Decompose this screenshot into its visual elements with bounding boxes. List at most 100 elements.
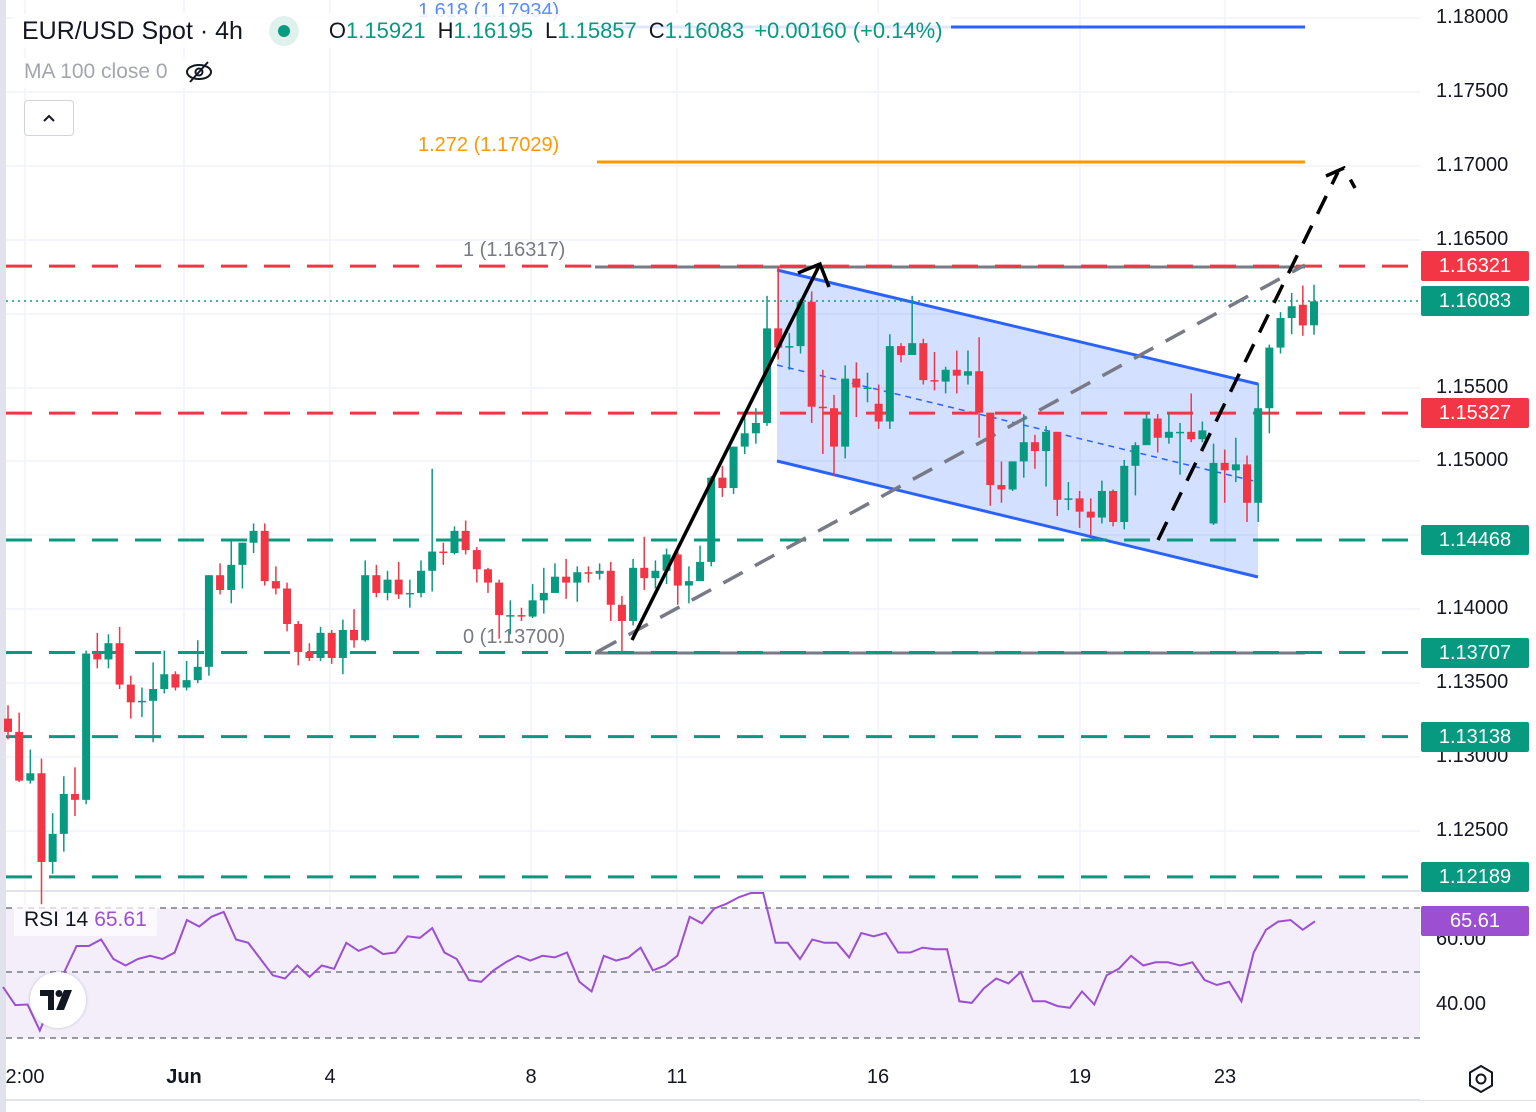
candle	[1042, 425, 1051, 487]
collapse-legend-button[interactable]	[24, 100, 74, 136]
candle-body	[483, 569, 492, 583]
candle	[1198, 421, 1207, 443]
price-level-badge: 1.14468	[1421, 525, 1529, 556]
candle	[4, 705, 12, 740]
candle	[874, 384, 883, 429]
candle	[271, 566, 280, 595]
fib-1272-label: 1.272 (1.17029)	[418, 134, 560, 156]
candle-body	[963, 371, 972, 376]
candle	[160, 650, 169, 694]
settings-icon[interactable]	[1466, 1064, 1496, 1094]
candle-body	[37, 773, 46, 862]
fib-trend-line[interactable]	[596, 263, 1306, 654]
candle	[417, 560, 426, 598]
candle	[919, 338, 928, 385]
fib-0-label: 0 (1.13700)	[463, 626, 566, 648]
candle	[115, 626, 124, 690]
candle	[305, 643, 314, 661]
candle	[1187, 393, 1196, 443]
candle	[137, 687, 146, 718]
price-axis-label: 1.17500	[1436, 79, 1509, 102]
candle	[182, 660, 191, 691]
candle-body	[852, 378, 861, 388]
channel-upper-line[interactable]	[776, 268, 1259, 386]
candle-body	[528, 600, 537, 617]
candle-body	[383, 579, 392, 593]
time-axis-label: 23	[1213, 1066, 1237, 1088]
low-value: 1.15857	[557, 18, 637, 43]
candle-body	[707, 477, 716, 562]
candle	[517, 607, 526, 622]
candle-body	[584, 572, 593, 574]
candle	[1287, 292, 1296, 335]
fib-1-label: 1 (1.16317)	[463, 239, 566, 261]
candle	[82, 650, 91, 805]
candle	[104, 634, 113, 669]
ma-legend[interactable]: MA 100 close 0	[14, 58, 246, 88]
candle-body	[149, 689, 158, 701]
ohlc-values: O 1.15921 H 1.16195 L 1.15857 C 1.16083 +0.0…	[317, 18, 943, 44]
candle	[171, 671, 180, 691]
candle-body	[651, 570, 660, 579]
candle	[573, 566, 582, 602]
chevron-up-icon	[43, 114, 55, 122]
candle-body	[751, 422, 760, 434]
candle-body	[216, 575, 225, 590]
rsi-legend[interactable]: RSI 14 65.61	[14, 904, 157, 936]
candle	[1053, 431, 1062, 517]
candle	[696, 545, 705, 582]
candle-body	[260, 530, 269, 582]
candle	[405, 579, 414, 608]
candle-body	[182, 680, 191, 688]
candle-body	[863, 387, 872, 389]
candle-body	[316, 632, 325, 658]
projection-arrow[interactable]	[1156, 165, 1357, 541]
change-value: +0.00160 (+0.14%)	[754, 18, 943, 43]
market-status-icon[interactable]	[268, 16, 299, 46]
rsi-line	[2, 892, 1316, 1033]
symbol-title[interactable]: EUR/USD Spot · 4h	[22, 16, 243, 45]
candle	[830, 394, 839, 477]
candle-body	[763, 328, 772, 423]
candle-body	[785, 346, 794, 348]
candle-body	[1075, 498, 1084, 512]
tradingview-logo[interactable]	[30, 972, 86, 1028]
candle	[640, 536, 649, 590]
candle	[1231, 437, 1240, 483]
horizontal-levels	[6, 264, 1420, 879]
candle-body	[796, 301, 805, 347]
price-axis-label: 1.14000	[1436, 597, 1509, 620]
candle	[461, 520, 470, 555]
candle-body	[1265, 347, 1274, 409]
candle-body	[673, 554, 682, 586]
candle	[1075, 490, 1084, 528]
candle	[1276, 312, 1285, 354]
candle-body	[1153, 418, 1162, 438]
candle-body	[4, 718, 12, 732]
candle-body	[70, 793, 79, 800]
candle	[997, 461, 1006, 503]
candle	[472, 547, 481, 583]
candle	[718, 465, 727, 497]
candle-body	[1030, 442, 1039, 452]
candle-body	[617, 604, 626, 622]
candle-body	[908, 343, 917, 355]
candle-body	[450, 530, 459, 554]
candle-body	[1064, 498, 1073, 500]
candle-body	[1176, 431, 1185, 434]
candle	[1120, 459, 1129, 530]
channel-lower-line[interactable]	[776, 459, 1259, 579]
candle	[852, 362, 861, 418]
candle-body	[1164, 431, 1173, 438]
candle-body	[1019, 442, 1028, 462]
impulse-arrow[interactable]	[630, 261, 831, 641]
candle-body	[350, 629, 359, 641]
candle	[216, 563, 225, 595]
candle-body	[595, 570, 604, 574]
candle	[975, 337, 984, 438]
price-axis-label: 1.15000	[1436, 449, 1509, 472]
eye-off-icon[interactable]	[184, 60, 214, 84]
candle-body	[126, 684, 135, 703]
candle	[238, 542, 247, 589]
